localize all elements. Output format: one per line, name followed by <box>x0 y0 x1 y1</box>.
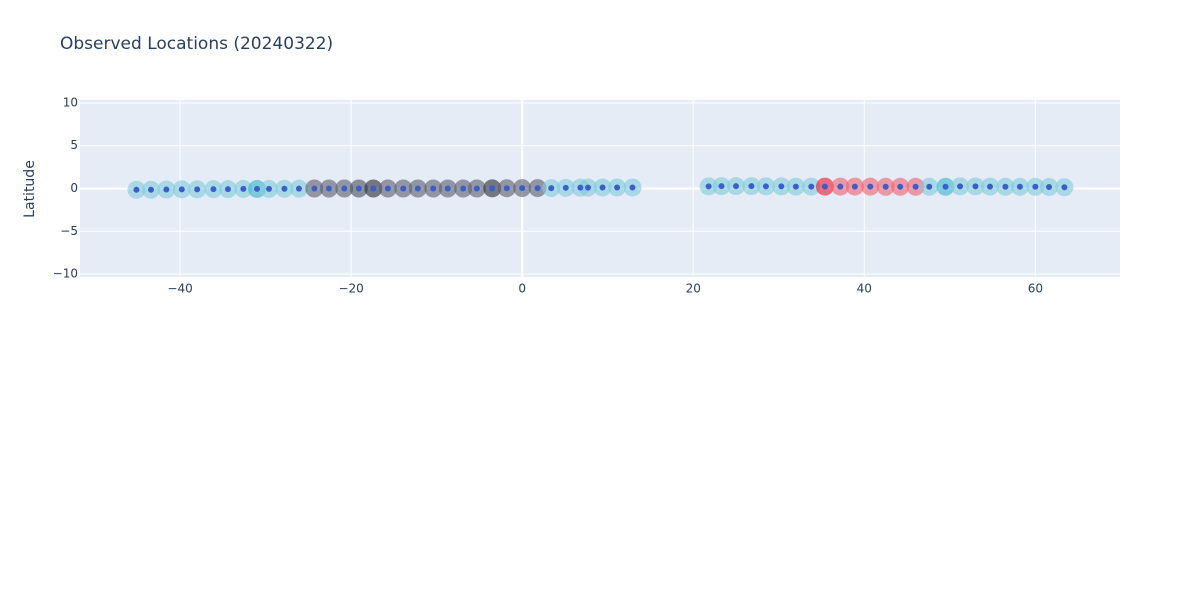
point-dot <box>718 183 725 190</box>
point-dot <box>821 183 828 190</box>
point-dot <box>942 183 949 190</box>
point-dot <box>882 183 889 190</box>
point-dot <box>912 183 919 190</box>
point-dot <box>178 186 185 193</box>
point-dot <box>585 184 592 191</box>
x-tick-label: 60 <box>1028 282 1043 296</box>
point-dot <box>987 183 993 190</box>
point-dot <box>599 184 606 191</box>
point-dot <box>957 183 964 190</box>
point-dot <box>400 185 407 192</box>
point-dot <box>240 185 247 192</box>
x-tick-label: 20 <box>686 282 701 296</box>
point-dot <box>778 183 785 190</box>
point-dot <box>281 185 288 192</box>
chart-title: Observed Locations (20240322) <box>60 34 333 54</box>
y-tick-label: 10 <box>63 95 78 109</box>
x-tick-label: 40 <box>857 282 872 296</box>
point-dot <box>503 185 510 192</box>
point-dot <box>577 184 584 191</box>
point-dot <box>762 183 769 190</box>
point-dot <box>266 185 273 192</box>
point-dot <box>384 185 391 192</box>
point-dot <box>705 183 712 190</box>
point-dot <box>147 186 154 193</box>
point-dot <box>851 183 858 190</box>
point-dot <box>254 185 261 192</box>
point-dot <box>414 185 421 192</box>
point-dot <box>163 186 170 193</box>
point-dot <box>748 183 755 190</box>
point-dot <box>224 186 231 193</box>
point-dot <box>355 185 362 192</box>
y-axis-title: Latitude <box>22 160 38 218</box>
point-dot <box>897 183 904 190</box>
y-tick-label: −10 <box>53 267 78 281</box>
x-tick-label: 0 <box>518 282 526 296</box>
point-dot <box>325 185 332 192</box>
point-dot <box>1032 183 1039 190</box>
point-dot <box>808 183 815 190</box>
point-dot <box>430 185 437 192</box>
point-dot <box>792 183 799 190</box>
x-tick-label: −40 <box>167 282 192 296</box>
point-dot <box>194 186 201 193</box>
point-dot <box>473 185 480 192</box>
point-dot <box>926 183 933 190</box>
point-dot <box>295 185 302 192</box>
point-dot <box>1061 184 1068 191</box>
y-tick-label: −5 <box>60 224 78 238</box>
point-dot <box>370 185 377 192</box>
point-dot <box>867 183 874 190</box>
point-dot <box>341 185 348 192</box>
point-dot <box>837 183 844 190</box>
point-dot <box>1002 183 1009 190</box>
point-dot <box>732 183 739 190</box>
point-dot <box>210 186 217 193</box>
point-dot <box>1046 183 1053 190</box>
point-dot <box>614 184 621 191</box>
point-dot <box>519 185 526 192</box>
point-dot <box>562 184 569 191</box>
point-dot <box>548 185 555 192</box>
x-tick-label: −20 <box>338 282 363 296</box>
point-dot <box>629 184 636 191</box>
y-tick-label: 5 <box>70 138 78 152</box>
point-dot <box>972 183 979 190</box>
point-dot <box>460 185 467 192</box>
point-dot <box>489 185 496 192</box>
y-tick-label: 0 <box>70 181 78 195</box>
point-dot <box>311 185 318 192</box>
point-dot <box>133 186 140 193</box>
point-dot <box>534 185 541 192</box>
point-dot <box>444 185 451 192</box>
point-dot <box>1016 183 1023 190</box>
